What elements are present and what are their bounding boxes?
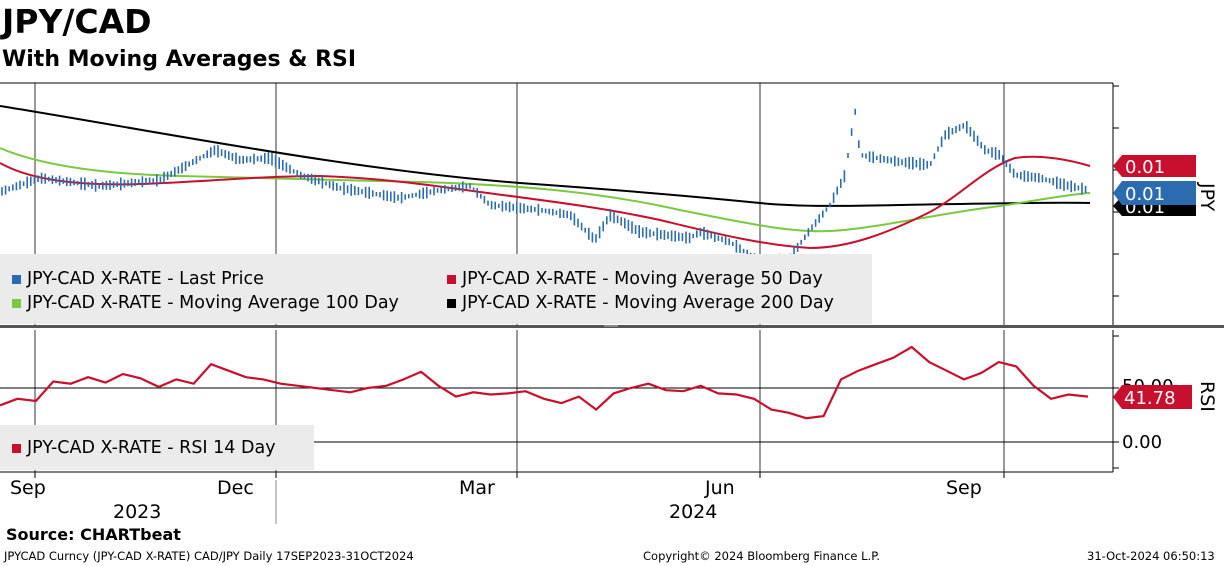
price-badge-ma50: 0.01 (1113, 155, 1196, 178)
legend-swatch-ma200 (447, 298, 456, 308)
legend-swatch-ma50 (447, 274, 456, 284)
footer-copyright: Copyright© 2024 Bloomberg Finance L.P. (643, 549, 880, 563)
legend-label-last-price: JPY-CAD X-RATE - Last Price (27, 269, 264, 289)
legend-label-ma200: JPY-CAD X-RATE - Moving Average 200 Day (462, 293, 834, 313)
legend-label-ma50: JPY-CAD X-RATE - Moving Average 50 Day (462, 269, 823, 289)
x-tick-label-sep-2024: Sep (946, 477, 982, 499)
ma50-line (0, 155, 1091, 250)
x-tick-label-sep-2023: Sep (10, 477, 46, 499)
price-panel: 0.01 0.01 0.01 JPY (0, 82, 1218, 326)
legend-label-ma100: JPY-CAD X-RATE - Moving Average 100 Day (27, 293, 399, 313)
year-label-2023: 2023 (113, 501, 161, 523)
chart-title: JPY/CAD (2, 2, 152, 41)
rsi-legend: JPY-CAD X-RATE - RSI 14 Day (0, 425, 314, 470)
year-label-2024: 2024 (669, 501, 717, 523)
legend-label-rsi: JPY-CAD X-RATE - RSI 14 Day (27, 438, 276, 458)
legend-item-rsi: JPY-CAD X-RATE - RSI 14 Day (12, 438, 276, 458)
price-badge-last-price-text: 0.01 (1125, 184, 1165, 205)
legend-item-ma200: JPY-CAD X-RATE - Moving Average 200 Day (447, 293, 834, 313)
rsi-axis-label: RSI (1196, 381, 1218, 412)
rsi-value-badge-text: 41.78 (1124, 388, 1176, 409)
legend-swatch-last-price (12, 274, 21, 284)
price-legend: JPY-CAD X-RATE - Last Price JPY-CAD X-RA… (0, 254, 872, 324)
ma100-line (0, 147, 1091, 233)
chart-subtitle: With Moving Averages & RSI (2, 47, 357, 72)
legend-swatch-rsi (12, 443, 21, 453)
last-price-bars (1, 108, 1087, 268)
footer-series-info: JPYCAD Curncy (JPY-CAD X-RATE) CAD/JPY D… (4, 549, 414, 563)
ma200-line (0, 105, 1091, 207)
source-note: Source: CHARTbeat (6, 525, 181, 544)
x-tick-label-mar: Mar (459, 477, 495, 499)
x-axis: Sep Dec Mar Jun Sep 2023 2024 (10, 472, 1005, 524)
legend-item-ma100: JPY-CAD X-RATE - Moving Average 100 Day (12, 293, 399, 313)
legend-item-ma50: JPY-CAD X-RATE - Moving Average 50 Day (447, 269, 823, 289)
x-tick-label-dec: Dec (217, 477, 254, 499)
price-badge-ma50-text: 0.01 (1125, 157, 1165, 178)
price-badge-last-price: 0.01 (1113, 181, 1196, 205)
rsi-panel: 50.00 0.00 41.78 RSI (0, 330, 1218, 473)
price-axis-label: JPY (1196, 182, 1218, 212)
rsi-value-badge: 41.78 (1113, 385, 1192, 409)
legend-item-last-price: JPY-CAD X-RATE - Last Price (12, 269, 264, 289)
rsi-ytick-label-0: 0.00 (1122, 432, 1162, 453)
legend-swatch-ma100 (12, 298, 21, 308)
x-tick-label-jun: Jun (704, 477, 735, 499)
rsi-line (0, 345, 1089, 420)
footer-timestamp: 31-Oct-2024 06:50:13 (1087, 549, 1215, 563)
